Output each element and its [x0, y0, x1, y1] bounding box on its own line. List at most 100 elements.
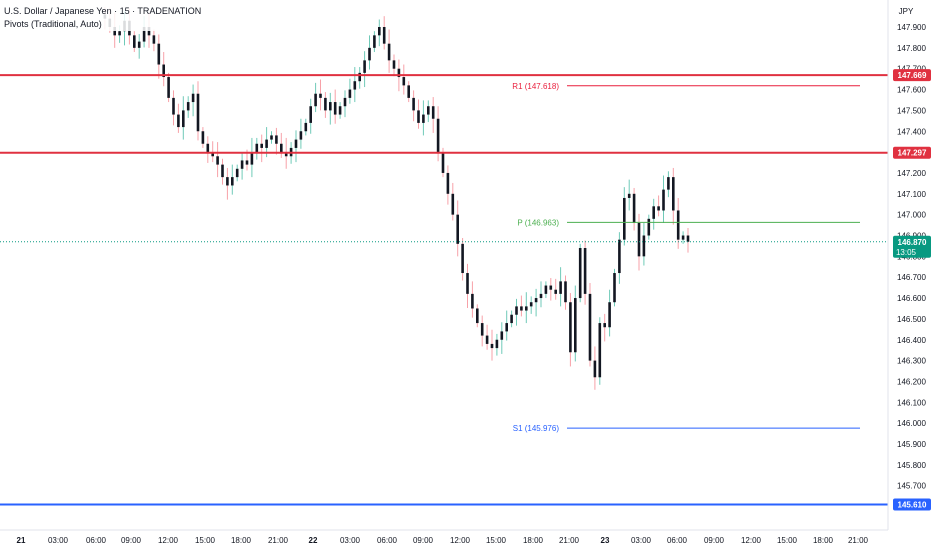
candle-body — [397, 68, 401, 78]
candle-body — [534, 298, 538, 303]
candle-body — [436, 118, 440, 153]
price-tick-label: 147.200 — [897, 169, 926, 178]
candle — [231, 164, 234, 195]
price-tick-label: 147.400 — [897, 127, 926, 136]
candle-body — [569, 302, 572, 353]
chart-title[interactable]: U.S. Dollar / Japanese Yen · 15 · TRADEN… — [4, 5, 202, 18]
candle — [456, 200, 459, 257]
candle-body — [191, 93, 195, 103]
candle-body — [211, 152, 214, 157]
candle-body — [686, 235, 690, 242]
candle-body — [196, 93, 200, 132]
candle-body — [461, 243, 464, 274]
candle — [466, 263, 469, 309]
candle-body — [338, 106, 342, 115]
candle — [177, 103, 180, 133]
time-tick-label: 21:00 — [268, 536, 289, 545]
candle-body — [137, 41, 141, 48]
candle — [206, 136, 210, 163]
candle — [510, 310, 513, 328]
candle — [382, 16, 386, 50]
price-tick-label: 147.600 — [897, 86, 926, 95]
candle — [137, 34, 141, 59]
candle-body — [294, 139, 298, 148]
candle-body — [201, 131, 205, 144]
time-tick-label: 12:00 — [158, 536, 179, 545]
indicator-label[interactable]: Pivots (Traditional, Auto) — [4, 18, 202, 31]
candle — [480, 315, 484, 347]
level-price-badge: 145.610 — [893, 498, 931, 511]
candle-body — [446, 172, 450, 194]
candle — [191, 84, 195, 117]
candle — [676, 197, 680, 249]
candle-body — [142, 27, 146, 42]
time-tick-label: 09:00 — [413, 536, 434, 545]
candle — [490, 329, 494, 361]
price-tick-label: 147.900 — [897, 23, 926, 32]
candle-body — [177, 114, 180, 128]
candle-body — [603, 323, 606, 328]
candle — [216, 142, 219, 178]
time-tick-label: 09:00 — [704, 536, 725, 545]
time-tick-label: 03:00 — [631, 536, 652, 545]
candle-body — [505, 323, 508, 332]
candle — [657, 195, 660, 217]
candle — [431, 97, 435, 133]
candle — [201, 127, 205, 148]
price-tick-label: 146.100 — [897, 398, 926, 407]
candle-body — [485, 335, 489, 344]
candle-body — [412, 97, 415, 111]
candle — [672, 167, 675, 225]
candle — [353, 67, 357, 103]
candle-body — [657, 206, 660, 211]
countdown-text: 13:05 — [896, 248, 917, 257]
candle-body — [525, 306, 528, 311]
candle-body — [554, 289, 557, 294]
candle — [588, 283, 592, 367]
candle — [608, 289, 611, 337]
candle-body — [544, 285, 548, 294]
currency-label[interactable]: JPY — [899, 7, 914, 16]
candle — [294, 130, 298, 163]
candle-body — [427, 106, 430, 115]
candle — [182, 96, 185, 140]
candle — [329, 92, 332, 125]
candle-body — [632, 193, 636, 223]
candle — [304, 118, 308, 136]
candle — [260, 134, 263, 163]
candle — [407, 81, 410, 103]
time-axis[interactable]: 21 03:00 06:00 09:00 12:00 15:00 18:00 21:00 22 0… — [0, 529, 888, 545]
candle-body — [676, 210, 680, 240]
candle — [343, 90, 347, 118]
price-tick-label: 147.800 — [897, 44, 926, 53]
current-price-text: 146.870 — [898, 238, 927, 247]
candle-body — [515, 306, 518, 315]
candle-body — [681, 235, 685, 240]
candle — [333, 89, 337, 124]
time-tick-label: 06:00 — [86, 536, 107, 545]
candle — [554, 278, 557, 300]
candle — [559, 267, 562, 307]
candle — [270, 131, 273, 144]
candle-body — [613, 273, 616, 303]
candle-body — [319, 93, 322, 98]
candle-body — [422, 114, 425, 123]
candle — [529, 296, 533, 314]
candle — [593, 346, 597, 390]
candle-body — [623, 197, 626, 240]
candle-body — [618, 239, 621, 274]
candle — [485, 324, 489, 350]
candle-body — [382, 27, 386, 44]
candle-body — [387, 43, 391, 61]
candle-body — [255, 143, 259, 153]
time-tick-label: 03:00 — [48, 536, 69, 545]
price-tick-label: 145.800 — [897, 461, 926, 470]
candle-body — [206, 143, 210, 153]
time-tick-label: 18:00 — [813, 536, 834, 545]
candle-body — [476, 308, 479, 324]
candle-body — [245, 160, 249, 165]
candle-body — [647, 218, 651, 236]
